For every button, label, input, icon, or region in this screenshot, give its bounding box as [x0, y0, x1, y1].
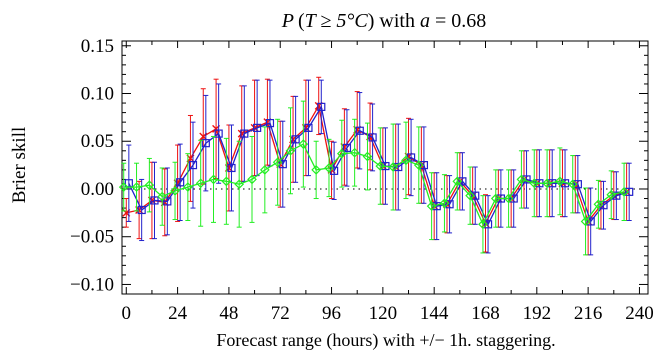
y-axis-label: Brier skill	[9, 127, 30, 204]
data-point	[227, 163, 236, 173]
data-point	[599, 201, 608, 210]
y-tick-label: 0.10	[81, 84, 114, 105]
x-tick-label: 24	[168, 303, 188, 324]
data-point	[555, 176, 565, 187]
data-point	[247, 174, 257, 185]
data-point	[542, 178, 552, 189]
data-point	[439, 198, 450, 209]
y-tick-label: 0.00	[81, 179, 114, 200]
data-point	[311, 165, 321, 175]
data-point	[419, 161, 429, 170]
plot-area	[118, 76, 648, 256]
data-point	[529, 178, 540, 189]
data-point	[336, 148, 347, 159]
series-square	[124, 79, 634, 256]
series-line	[126, 104, 627, 225]
x-tick-label: 96	[322, 303, 341, 324]
data-point	[573, 180, 582, 189]
x-tick-label: 48	[219, 303, 238, 324]
x-tick-label: 240	[625, 303, 654, 324]
data-point	[188, 161, 198, 170]
data-point	[150, 196, 159, 205]
data-point	[478, 219, 488, 230]
data-point	[324, 163, 334, 173]
data-point	[586, 217, 595, 226]
data-point	[285, 145, 296, 156]
data-point	[567, 179, 578, 190]
data-point	[259, 165, 270, 175]
data-point	[368, 133, 377, 142]
data-point	[503, 193, 514, 204]
data-point	[272, 157, 283, 168]
data-point	[118, 182, 129, 192]
series-diamond	[118, 100, 629, 256]
data-point	[163, 197, 172, 206]
axes: 0 24 48 72 96 120 144 168 192 216 240 −0.10 −0.05 0.0…	[70, 36, 654, 324]
series-line	[123, 143, 625, 226]
data-point	[317, 102, 326, 111]
x-tick-label: 216	[574, 303, 603, 324]
y-tick-label: −0.05	[70, 227, 114, 248]
data-point	[144, 180, 155, 191]
data-point	[458, 177, 467, 186]
y-tick-label: 0.05	[81, 131, 114, 152]
x-tick-label: 72	[271, 303, 290, 324]
data-point	[606, 189, 617, 200]
x-tick-label: 192	[523, 303, 552, 324]
data-point	[619, 186, 629, 197]
data-point	[195, 178, 206, 189]
data-point	[612, 191, 621, 200]
y-tick-label: −0.10	[70, 274, 114, 295]
data-point	[388, 162, 398, 172]
data-point	[394, 162, 403, 172]
data-point	[176, 178, 185, 187]
data-point	[170, 186, 180, 196]
x-tick-label: 0	[122, 303, 132, 324]
data-point	[253, 123, 262, 132]
data-point	[401, 155, 411, 166]
plot-frame	[121, 40, 649, 295]
data-point	[298, 139, 309, 149]
data-point	[291, 135, 300, 144]
data-point	[375, 161, 386, 171]
x-tick-label: 144	[420, 303, 449, 324]
data-point	[426, 201, 437, 212]
y-tick-label: 0.15	[81, 36, 114, 57]
data-point	[362, 151, 373, 162]
data-point	[490, 193, 501, 204]
data-point	[131, 182, 142, 192]
data-point	[355, 126, 364, 135]
x-tick-label: 168	[471, 303, 500, 324]
data-point	[240, 129, 249, 138]
data-point	[201, 139, 210, 148]
data-point	[465, 190, 475, 201]
data-point	[593, 199, 604, 210]
data-point	[452, 176, 463, 187]
data-point	[625, 187, 634, 196]
x-tick-label: 120	[369, 303, 398, 324]
data-point	[265, 119, 275, 128]
data-point	[208, 174, 219, 185]
data-point	[221, 176, 232, 187]
data-point	[516, 174, 527, 185]
data-point	[137, 205, 146, 215]
x-axis-label: Forecast range (hours) with +/− 1h. stag…	[216, 330, 555, 351]
data-point	[183, 182, 193, 192]
data-point	[509, 194, 518, 203]
data-point	[580, 216, 591, 227]
data-point	[342, 143, 352, 153]
data-point	[349, 147, 360, 158]
data-point	[234, 179, 245, 190]
data-point	[304, 123, 313, 132]
data-point	[157, 191, 168, 202]
data-point	[471, 191, 480, 200]
data-point	[445, 200, 454, 209]
chart-title: P (T ≥ 5°C) with a = 0.68	[281, 10, 486, 32]
data-point	[214, 129, 223, 138]
data-point	[483, 220, 493, 229]
data-point	[413, 160, 424, 170]
